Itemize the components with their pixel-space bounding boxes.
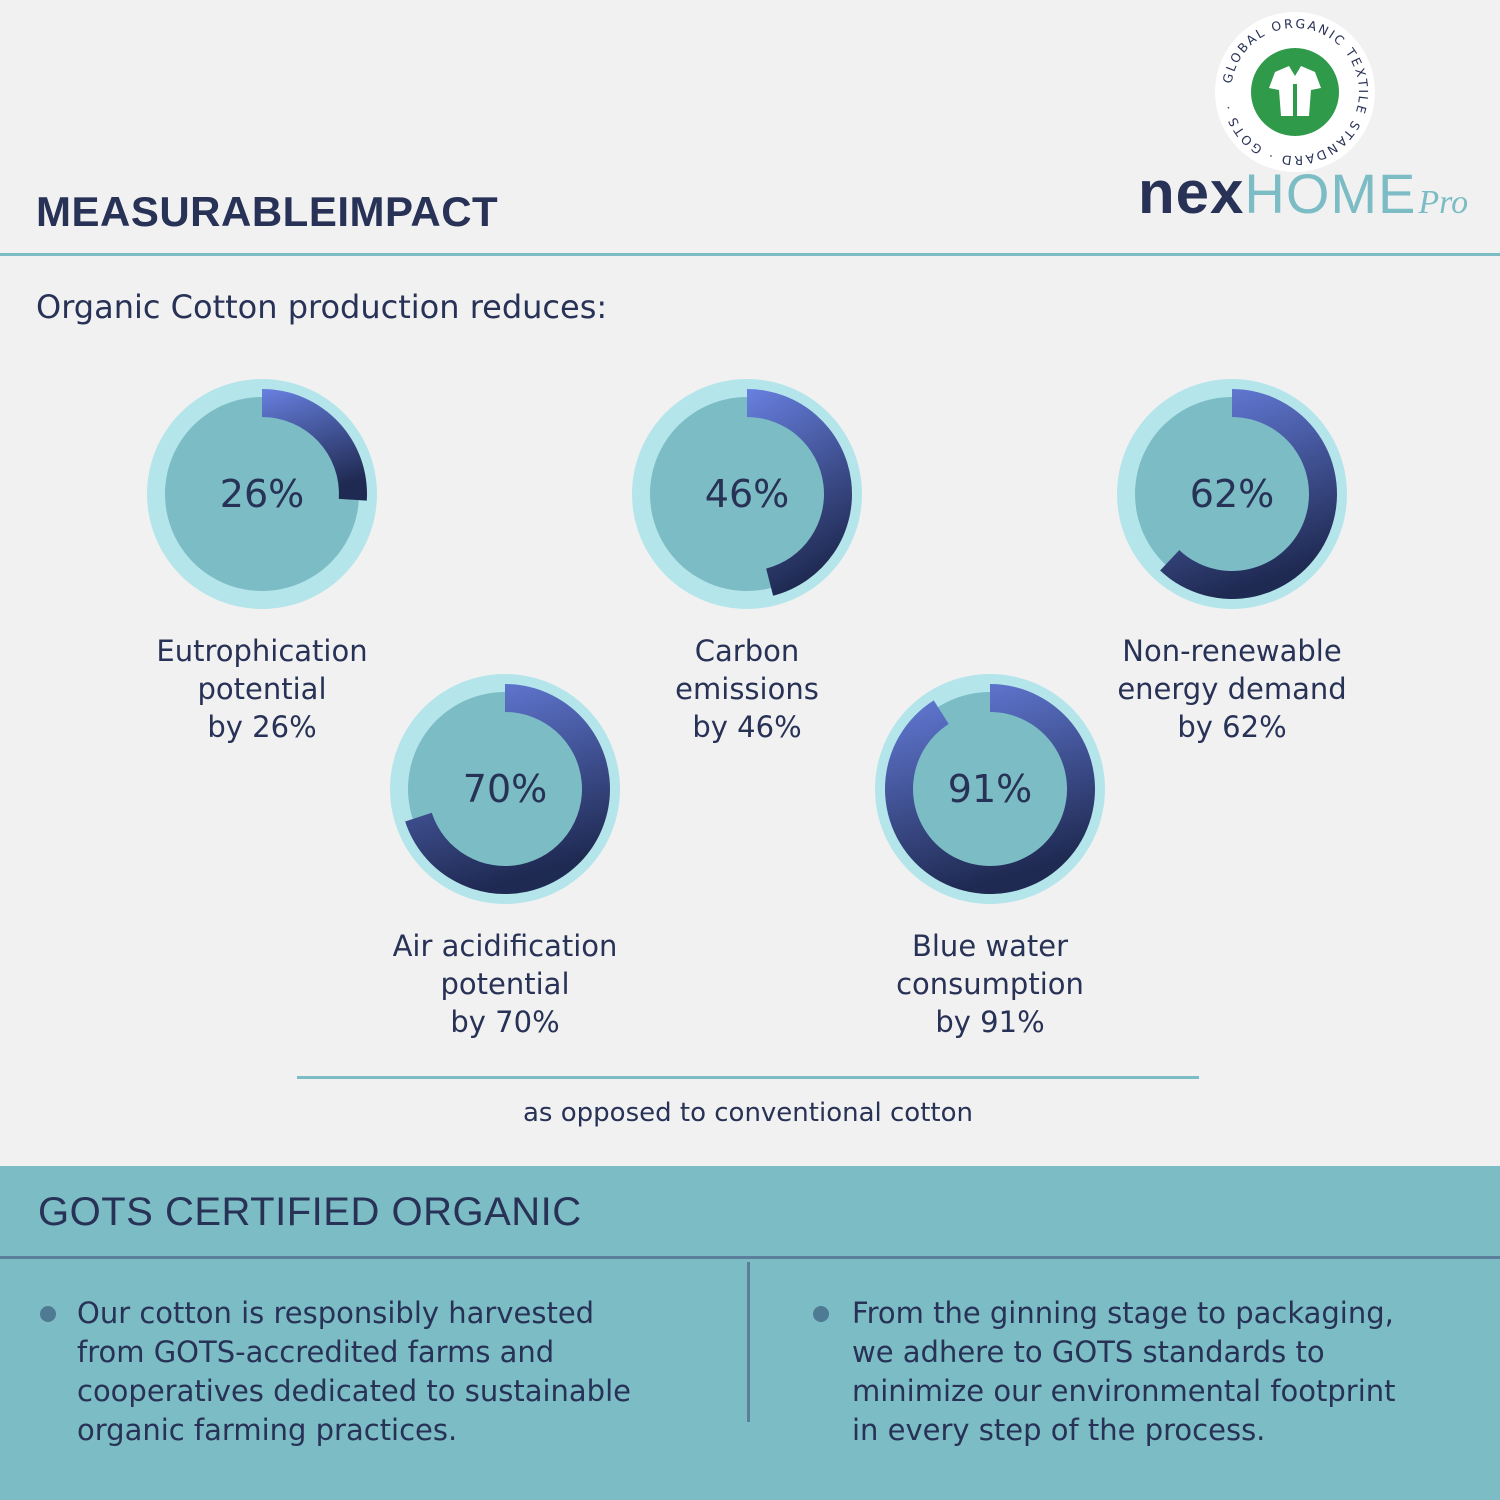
brand-pro: Pro xyxy=(1418,184,1469,221)
donut-caption: Eutrophication potential by 26% xyxy=(112,632,412,746)
caption-line: by 46% xyxy=(692,710,802,744)
caption-line: Blue water xyxy=(911,929,1069,963)
donut-value-label: 70% xyxy=(462,767,548,811)
gots-panel xyxy=(0,1166,1500,1500)
bullet-text: Our cotton is responsibly harvested from… xyxy=(77,1294,631,1450)
bullet-line: in every step of the process. xyxy=(852,1413,1266,1447)
donut-value-arc xyxy=(747,389,853,596)
bullet-line: from GOTS-accredited farms and xyxy=(77,1335,555,1369)
donut-svg xyxy=(632,379,862,609)
donut-svg xyxy=(875,674,1105,904)
caption-line: potential xyxy=(440,967,570,1001)
caption-line: potential xyxy=(197,672,327,706)
donut-svg xyxy=(1117,379,1347,609)
donut-caption: Carbon emissions by 46% xyxy=(597,632,897,746)
gots-seal-logo: GLOBAL ORGANIC TEXTILE STANDARD · GOTS · xyxy=(1215,12,1375,172)
bullet-text: From the ginning stage to packaging, we … xyxy=(852,1294,1396,1450)
bullet-dot xyxy=(813,1306,829,1322)
page-title: MEASURABLEIMPACT xyxy=(36,188,499,235)
bullet-line: organic farming practices. xyxy=(77,1413,458,1447)
donut-track xyxy=(1135,397,1329,591)
donut-value-arc xyxy=(1160,389,1337,599)
caption-line: by 91% xyxy=(935,1005,1045,1039)
caption-line: Air acidification xyxy=(392,929,618,963)
chart-subtitle: Organic Cotton production reduces: xyxy=(36,288,608,326)
caption-line: Non-renewable xyxy=(1122,634,1342,668)
caption-line: energy demand xyxy=(1117,672,1347,706)
donut-caption: Non-renewable energy demand by 62% xyxy=(1082,632,1382,746)
donut-chart: 70% xyxy=(389,673,621,905)
donut-track xyxy=(408,692,602,886)
caption-line: emissions xyxy=(675,672,819,706)
donut-track xyxy=(893,692,1087,886)
note-divider xyxy=(297,1076,1199,1079)
bullet-line: minimize our environmental footprint xyxy=(852,1374,1396,1408)
panel-divider xyxy=(0,1256,1500,1259)
bullet-line: Our cotton is responsibly harvested xyxy=(77,1296,595,1330)
donut-chart: 91% xyxy=(874,673,1106,905)
caption-line: by 70% xyxy=(450,1005,560,1039)
donut-chart: 46% xyxy=(631,378,863,610)
caption-line: by 62% xyxy=(1177,710,1287,744)
bullet-line: cooperatives dedicated to sustainable xyxy=(77,1374,631,1408)
donut-chart: 62% xyxy=(1116,378,1348,610)
brand-logo: nexHOMEPro xyxy=(1138,163,1468,223)
brand-home: HOME xyxy=(1244,162,1417,225)
donut-value-label: 91% xyxy=(947,767,1033,811)
donut-value-arc xyxy=(262,389,367,501)
bullet-dot xyxy=(40,1306,56,1322)
caption-line: Eutrophication xyxy=(156,634,368,668)
donut-value-label: 26% xyxy=(219,472,305,516)
caption-line: consumption xyxy=(896,967,1084,1001)
donut-svg xyxy=(147,379,377,609)
donut-value-label: 62% xyxy=(1189,472,1275,516)
column-divider xyxy=(747,1262,750,1422)
caption-line: Carbon xyxy=(694,634,800,668)
panel-title: GOTS CERTIFIED ORGANIC xyxy=(38,1190,582,1234)
donut-track xyxy=(650,397,844,591)
header-divider xyxy=(0,253,1500,256)
bullet-line: From the ginning stage to packaging, xyxy=(852,1296,1394,1330)
comparison-note: as opposed to conventional cotton xyxy=(523,1098,973,1128)
bullet-line: we adhere to GOTS standards to xyxy=(852,1335,1325,1369)
donut-caption: Blue water consumption by 91% xyxy=(840,927,1140,1041)
donut-caption: Air acidification potential by 70% xyxy=(355,927,655,1041)
donut-chart: 26% xyxy=(146,378,378,610)
caption-line: by 26% xyxy=(207,710,317,744)
brand-nex: nex xyxy=(1138,159,1245,226)
donut-value-label: 46% xyxy=(704,472,790,516)
donut-track xyxy=(165,397,359,591)
donut-svg xyxy=(390,674,620,904)
